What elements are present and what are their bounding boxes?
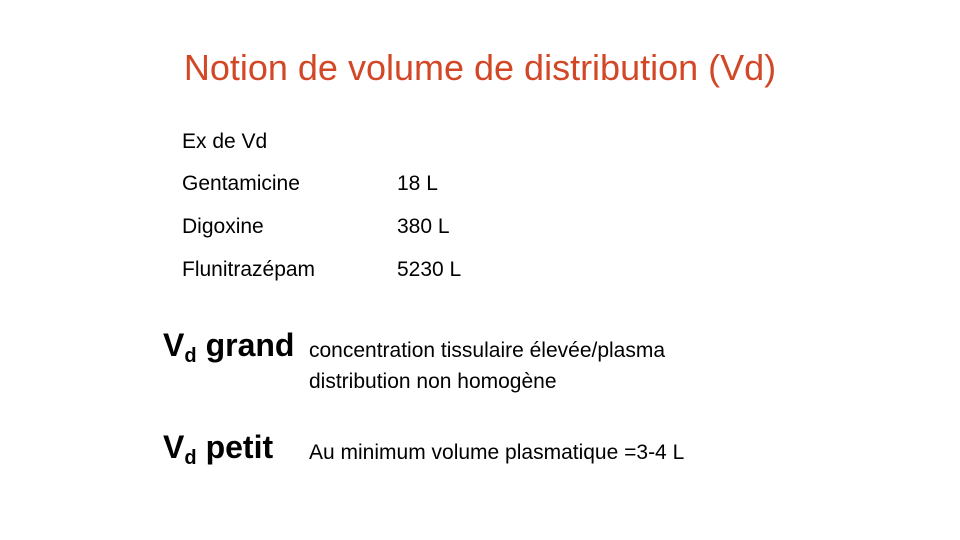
vd-petit-line-1: Au minimum volume plasmatique =3-4 L [309, 441, 685, 464]
vd-subscript: d [184, 345, 197, 367]
vd-grand-line-2: distribution non homogène [309, 370, 557, 393]
example-row-flunitrazepam: Flunitrazépam 5230 L [182, 250, 582, 293]
examples-heading: Ex de Vd [182, 130, 268, 153]
slide-title: Notion de volume de distribution (Vd) [183, 47, 777, 88]
vd-value: 380 L [397, 215, 450, 238]
vd-value: 5230 L [397, 258, 462, 281]
examples-section: Ex de Vd Gentamicine 18 L Digoxine 380 L… [182, 122, 582, 293]
vd-grand-word: grand [205, 327, 295, 363]
vd-symbol: V [163, 429, 185, 465]
vd-value: 18 L [397, 172, 438, 195]
vd-petit-word: petit [205, 429, 274, 465]
drug-name: Gentamicine [182, 172, 300, 195]
drug-name: Digoxine [182, 215, 264, 238]
drug-name: Flunitrazépam [182, 258, 316, 281]
vd-grand-label: Vd grand [163, 322, 294, 373]
example-row-digoxine: Digoxine 380 L [182, 207, 582, 250]
vd-symbol: V [163, 327, 185, 363]
vd-grand-description: concentration tissulaire élevée/plasma d… [309, 335, 665, 397]
vd-grand-line-1: concentration tissulaire élevée/plasma [309, 339, 666, 362]
vd-petit-label: Vd petit [163, 424, 273, 475]
vd-petit-description: Au minimum volume plasmatique =3-4 L [309, 437, 684, 468]
example-row-gentamicine: Gentamicine 18 L [182, 164, 582, 207]
vd-subscript: d [184, 447, 197, 469]
